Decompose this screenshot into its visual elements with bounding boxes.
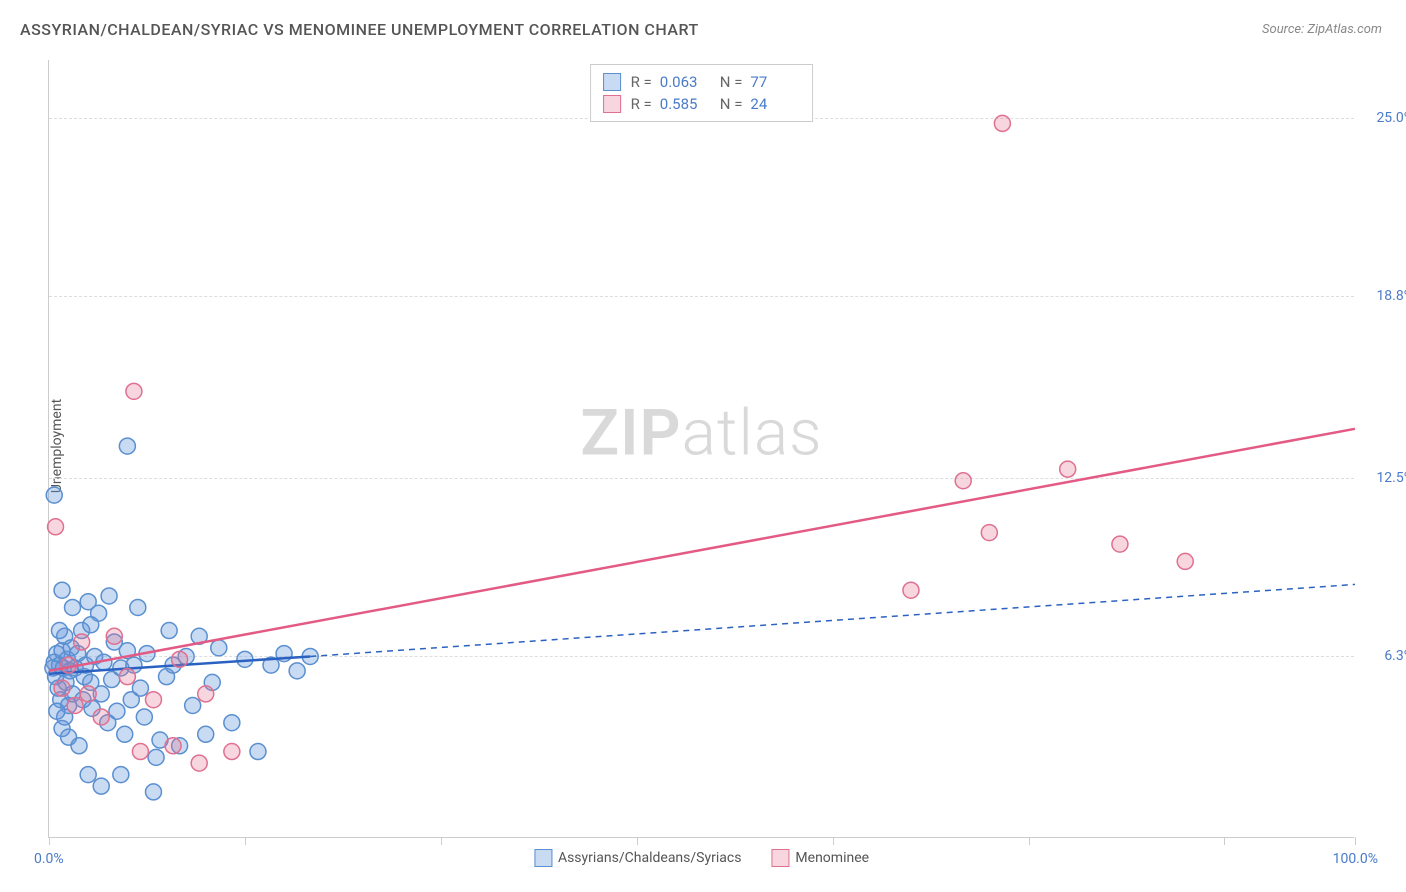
x-tick — [49, 837, 50, 845]
x-tick-label-max: 100.0% — [1333, 851, 1378, 867]
n-value-1: 24 — [750, 95, 800, 113]
scatter-point — [83, 617, 99, 633]
scatter-point — [981, 525, 997, 541]
scatter-point — [49, 703, 65, 719]
legend-item-1: Menominee — [771, 849, 869, 867]
scatter-point — [48, 519, 64, 535]
scatter-point — [101, 588, 117, 604]
scatter-point — [191, 755, 207, 771]
scatter-point — [198, 726, 214, 742]
scatter-point — [132, 744, 148, 760]
scatter-point — [117, 726, 133, 742]
scatter-point — [224, 744, 240, 760]
legend-label-0: Assyrians/Chaldeans/Syriacs — [558, 850, 741, 866]
x-tick — [1029, 837, 1030, 845]
y-tick-label: 25.0% — [1359, 110, 1406, 126]
n-label: N = — [720, 95, 743, 113]
scatter-point — [148, 749, 164, 765]
scatter-point — [106, 628, 122, 644]
scatter-svg — [49, 60, 1354, 837]
scatter-point — [145, 784, 161, 800]
scatter-point — [93, 709, 109, 725]
legend-swatch-pink — [771, 849, 789, 867]
x-tick — [833, 837, 834, 845]
legend-swatch-pink — [603, 95, 621, 113]
scatter-point — [136, 709, 152, 725]
y-tick-label: 18.8% — [1359, 288, 1406, 304]
trend-line — [49, 429, 1355, 671]
scatter-point — [161, 623, 177, 639]
legend-row-series-0: R = 0.063 N = 77 — [603, 71, 801, 93]
scatter-point — [1177, 553, 1193, 569]
scatter-point — [119, 669, 135, 685]
scatter-point — [93, 778, 109, 794]
n-value-0: 77 — [750, 73, 800, 91]
scatter-point — [109, 703, 125, 719]
scatter-point — [74, 634, 90, 650]
scatter-point — [126, 383, 142, 399]
scatter-point — [289, 663, 305, 679]
scatter-point — [80, 767, 96, 783]
scatter-point — [250, 744, 266, 760]
legend-row-series-1: R = 0.585 N = 24 — [603, 93, 801, 115]
series-legend: Assyrians/Chaldeans/Syriacs Menominee — [534, 849, 869, 867]
scatter-point — [224, 715, 240, 731]
trend-line-dashed — [310, 584, 1355, 656]
x-tick — [245, 837, 246, 845]
scatter-point — [67, 697, 83, 713]
r-value-0: 0.063 — [660, 73, 710, 91]
chart-container: ASSYRIAN/CHALDEAN/SYRIAC VS MENOMINEE UN… — [0, 0, 1406, 892]
y-tick-label: 12.5% — [1359, 470, 1406, 486]
scatter-point — [994, 115, 1010, 131]
scatter-point — [46, 487, 62, 503]
scatter-point — [113, 767, 129, 783]
scatter-point — [54, 582, 70, 598]
source-attribution: Source: ZipAtlas.com — [1262, 22, 1382, 37]
legend-item-0: Assyrians/Chaldeans/Syriacs — [534, 849, 741, 867]
x-tick — [441, 837, 442, 845]
x-tick — [1355, 837, 1356, 845]
scatter-point — [955, 473, 971, 489]
n-label: N = — [720, 73, 743, 91]
correlation-legend: R = 0.063 N = 77 R = 0.585 N = 24 — [590, 64, 814, 122]
r-label: R = — [631, 95, 652, 113]
scatter-point — [54, 680, 70, 696]
scatter-point — [145, 692, 161, 708]
scatter-point — [165, 738, 181, 754]
x-tick — [637, 837, 638, 845]
x-tick — [1224, 837, 1225, 845]
scatter-point — [1112, 536, 1128, 552]
legend-swatch-blue — [534, 849, 552, 867]
legend-label-1: Menominee — [795, 850, 869, 866]
scatter-point — [172, 651, 188, 667]
scatter-point — [51, 623, 67, 639]
scatter-point — [198, 686, 214, 702]
scatter-point — [71, 738, 87, 754]
y-tick-label: 6.3% — [1359, 648, 1406, 664]
scatter-point — [132, 680, 148, 696]
chart-title: ASSYRIAN/CHALDEAN/SYRIAC VS MENOMINEE UN… — [20, 20, 699, 39]
scatter-point — [130, 599, 146, 615]
scatter-point — [119, 438, 135, 454]
scatter-point — [903, 582, 919, 598]
plot-area: ZIPatlas R = 0.063 N = 77 R = 0.585 N = … — [48, 60, 1354, 838]
scatter-point — [211, 640, 227, 656]
scatter-point — [65, 599, 81, 615]
scatter-point — [185, 697, 201, 713]
x-tick-label-min: 0.0% — [34, 851, 64, 867]
r-value-1: 0.585 — [660, 95, 710, 113]
r-label: R = — [631, 73, 652, 91]
scatter-point — [80, 686, 96, 702]
legend-swatch-blue — [603, 73, 621, 91]
scatter-point — [1060, 461, 1076, 477]
